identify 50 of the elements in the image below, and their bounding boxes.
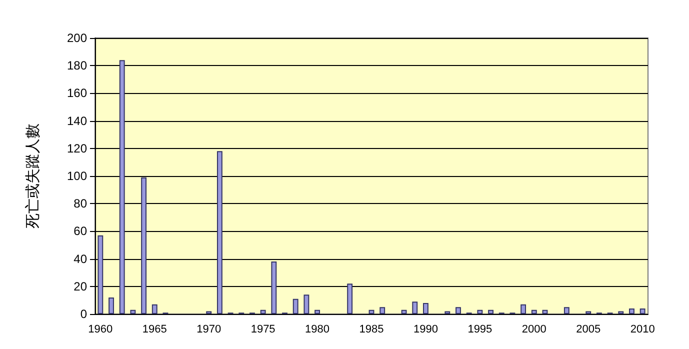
bar xyxy=(542,310,548,314)
x-tick-label: 2005 xyxy=(576,324,601,336)
bar xyxy=(456,307,461,314)
bar xyxy=(488,310,494,314)
x-tick-label: 2010 xyxy=(630,324,655,336)
bar xyxy=(477,310,483,314)
x-tick-label: 1995 xyxy=(468,324,492,336)
x-tick-label: 2000 xyxy=(522,324,546,336)
x-tick-label: 1990 xyxy=(413,324,438,336)
y-axis-title: 死亡或失蹤人數 xyxy=(24,124,42,228)
bar xyxy=(640,308,646,314)
bar xyxy=(216,151,222,314)
bar xyxy=(380,307,386,314)
bar xyxy=(119,60,125,314)
bar xyxy=(520,304,526,314)
y-tick-label: 80 xyxy=(74,196,88,211)
y-tick-label: 160 xyxy=(66,86,88,100)
bar xyxy=(271,262,277,314)
bar xyxy=(368,310,374,314)
bar xyxy=(531,310,537,314)
bar xyxy=(564,307,570,314)
y-tick-label: 140 xyxy=(66,114,88,128)
bar xyxy=(347,284,353,314)
x-tick-label: 1980 xyxy=(305,324,330,336)
bar xyxy=(412,302,418,314)
y-tick-label: 180 xyxy=(66,58,88,73)
y-tick-label: 20 xyxy=(74,279,88,294)
x-tick-label: 1975 xyxy=(250,324,276,336)
bar xyxy=(292,298,298,314)
bar xyxy=(629,308,634,314)
x-tick-label: 1965 xyxy=(142,324,167,336)
bar xyxy=(130,310,136,314)
x-tick-label: 1970 xyxy=(196,324,222,336)
y-tick-label: 60 xyxy=(74,224,88,238)
bar xyxy=(98,235,104,314)
x-tick-label: 1960 xyxy=(88,324,113,336)
bar xyxy=(260,310,266,314)
bar xyxy=(314,310,320,314)
y-tick-label: 120 xyxy=(66,141,88,156)
bar xyxy=(152,304,158,314)
bar xyxy=(401,310,407,314)
bar xyxy=(423,302,428,314)
bar xyxy=(108,297,114,314)
bar xyxy=(304,294,310,314)
y-tick-label: 0 xyxy=(80,307,88,321)
y-tick-label: 100 xyxy=(66,169,88,183)
y-tick-label: 200 xyxy=(66,31,88,45)
x-tick-label: 1985 xyxy=(359,324,384,336)
y-tick-label: 40 xyxy=(74,252,88,266)
bar xyxy=(141,177,147,314)
